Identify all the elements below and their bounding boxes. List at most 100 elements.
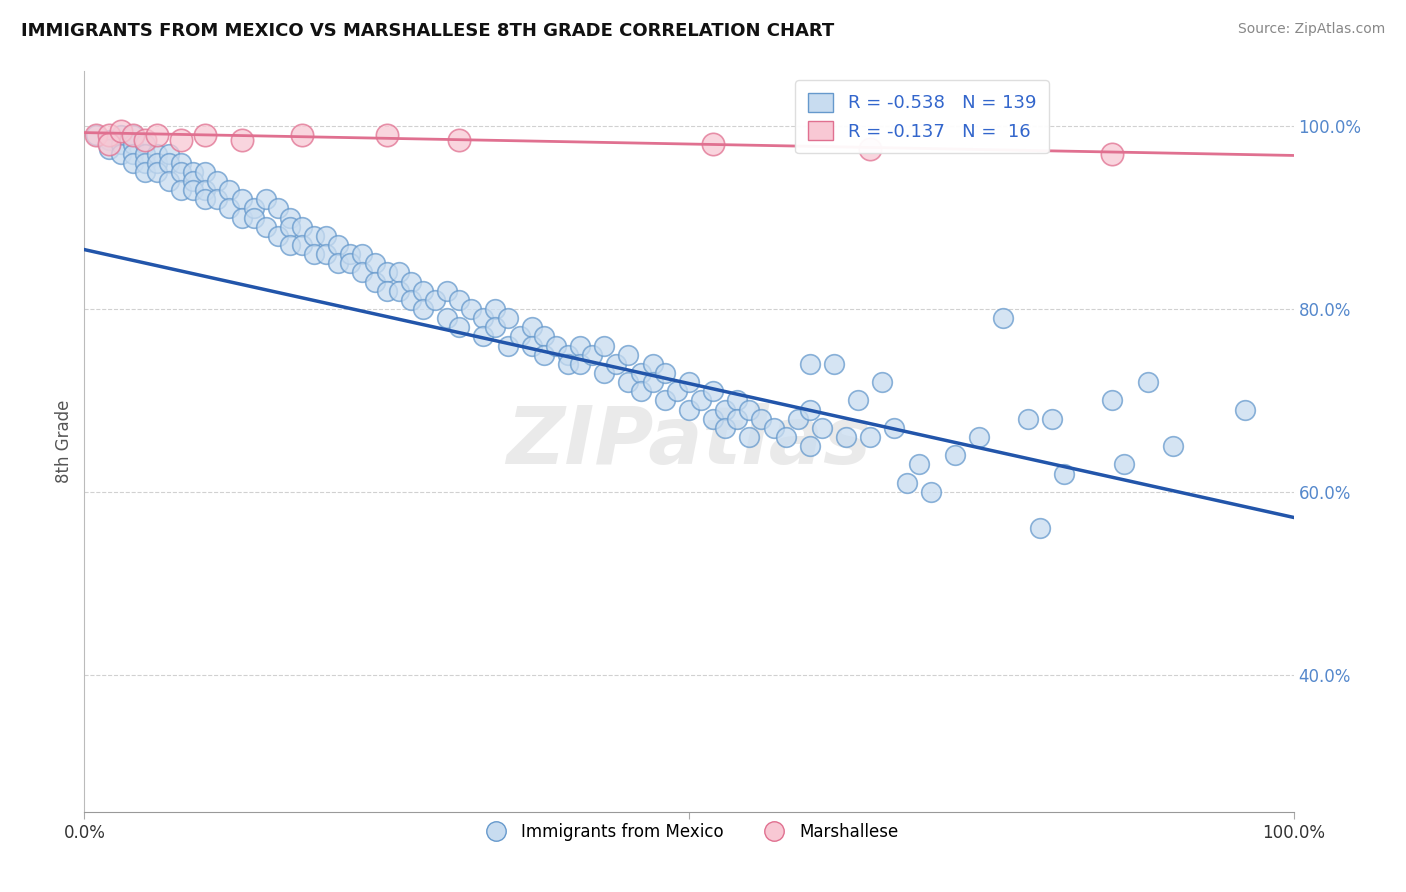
Point <box>1114 458 1136 472</box>
Point <box>569 357 592 371</box>
Point <box>231 133 253 147</box>
Point <box>557 348 579 362</box>
Point <box>714 421 737 435</box>
Point <box>146 165 169 179</box>
Point <box>278 211 301 225</box>
Point <box>194 128 217 143</box>
Point <box>725 411 748 425</box>
Text: ZIPatlas: ZIPatlas <box>506 402 872 481</box>
Point <box>630 366 652 380</box>
Point <box>110 124 132 138</box>
Point <box>146 155 169 169</box>
Point <box>121 146 143 161</box>
Point <box>738 402 761 417</box>
Point <box>315 228 337 243</box>
Point <box>509 329 531 343</box>
Point <box>654 366 676 380</box>
Point <box>993 311 1015 326</box>
Point <box>751 411 773 425</box>
Point <box>714 402 737 417</box>
Point <box>593 366 616 380</box>
Point <box>846 393 869 408</box>
Point <box>460 301 482 316</box>
Point <box>110 146 132 161</box>
Point <box>520 338 543 352</box>
Point <box>762 421 785 435</box>
Point <box>1028 521 1050 535</box>
Point <box>1234 402 1257 417</box>
Point <box>702 411 724 425</box>
Point <box>678 402 700 417</box>
Point <box>302 228 325 243</box>
Point <box>823 357 845 371</box>
Point <box>181 174 204 188</box>
Point <box>399 293 422 307</box>
Text: Source: ZipAtlas.com: Source: ZipAtlas.com <box>1237 22 1385 37</box>
Point <box>665 384 688 399</box>
Point <box>170 133 193 147</box>
Point <box>97 142 120 156</box>
Point <box>436 284 458 298</box>
Point <box>328 256 350 270</box>
Point <box>207 174 229 188</box>
Point <box>702 137 724 152</box>
Point <box>339 256 361 270</box>
Point <box>97 128 120 143</box>
Point <box>678 375 700 389</box>
Point <box>231 192 253 206</box>
Point <box>352 265 374 279</box>
Point <box>86 128 108 143</box>
Point <box>97 137 120 152</box>
Point <box>121 155 143 169</box>
Point <box>375 128 398 143</box>
Point <box>388 265 411 279</box>
Point <box>218 183 240 197</box>
Point <box>291 128 314 143</box>
Point <box>484 320 506 334</box>
Point <box>472 311 495 326</box>
Point <box>630 384 652 399</box>
Point <box>291 238 314 252</box>
Point <box>544 338 567 352</box>
Point <box>412 284 434 298</box>
Point <box>1161 439 1184 453</box>
Point <box>194 165 217 179</box>
Point <box>134 133 156 147</box>
Point <box>605 357 627 371</box>
Point <box>533 329 555 343</box>
Point <box>231 211 253 225</box>
Point <box>134 165 156 179</box>
Point <box>157 155 180 169</box>
Point <box>97 133 120 147</box>
Point <box>157 146 180 161</box>
Point <box>1101 393 1123 408</box>
Point <box>617 375 640 389</box>
Point <box>254 192 277 206</box>
Point <box>134 155 156 169</box>
Point <box>254 219 277 234</box>
Point <box>388 284 411 298</box>
Point <box>242 211 264 225</box>
Point <box>86 128 108 143</box>
Point <box>533 348 555 362</box>
Point <box>907 458 929 472</box>
Point <box>328 238 350 252</box>
Point <box>110 137 132 152</box>
Point <box>1101 146 1123 161</box>
Point <box>170 165 193 179</box>
Point <box>641 375 664 389</box>
Point <box>352 247 374 261</box>
Point <box>146 146 169 161</box>
Point <box>399 275 422 289</box>
Y-axis label: 8th Grade: 8th Grade <box>55 400 73 483</box>
Point <box>315 247 337 261</box>
Point <box>593 338 616 352</box>
Point <box>157 174 180 188</box>
Point <box>194 183 217 197</box>
Point <box>872 375 894 389</box>
Point <box>896 475 918 490</box>
Point <box>835 430 858 444</box>
Point <box>496 311 519 326</box>
Point <box>363 275 385 289</box>
Point <box>799 439 821 453</box>
